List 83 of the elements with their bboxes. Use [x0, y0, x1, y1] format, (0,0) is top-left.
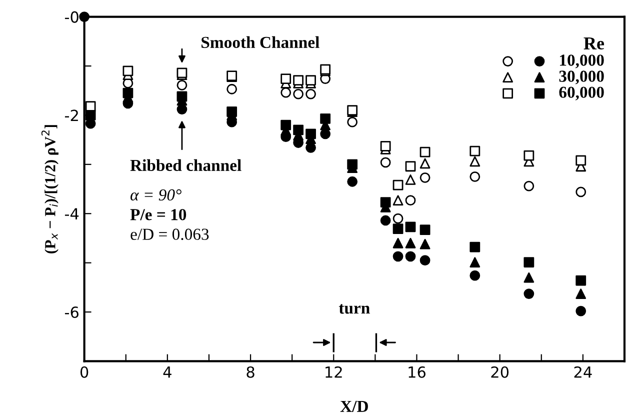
annotation: e/D = 0.063 — [130, 228, 209, 240]
annotation: α = 90° — [130, 189, 182, 201]
annotation: Ribbed channel — [130, 159, 242, 172]
point — [470, 156, 480, 167]
point — [405, 238, 416, 248]
point — [420, 146, 430, 158]
point — [306, 88, 316, 100]
point — [380, 141, 391, 152]
point — [392, 224, 404, 234]
point — [470, 146, 480, 156]
point — [470, 172, 480, 182]
y-tick-label: -6 — [64, 306, 78, 318]
point — [392, 251, 404, 262]
point — [576, 306, 586, 316]
point — [524, 272, 534, 283]
point — [176, 91, 188, 102]
y-tick-label: -2 — [64, 110, 78, 122]
point — [524, 180, 534, 192]
legend-title: Re — [584, 38, 604, 50]
point — [293, 88, 304, 100]
annotation: Smooth Channel — [202, 36, 320, 48]
point — [392, 195, 404, 206]
point — [176, 104, 188, 114]
point — [470, 242, 480, 252]
x-axis-title: X/D — [340, 400, 368, 412]
point — [405, 161, 416, 172]
point — [524, 288, 534, 299]
annotation: P/e = 10 — [130, 208, 186, 220]
point — [380, 215, 391, 226]
point — [470, 270, 480, 281]
point — [306, 75, 316, 86]
point — [122, 88, 134, 98]
point — [380, 197, 391, 208]
point — [420, 224, 430, 236]
point — [405, 174, 416, 185]
x-tick-label: 16 — [408, 366, 426, 378]
point — [420, 255, 430, 266]
legend-label: 30,000 — [559, 70, 604, 84]
point — [524, 257, 534, 268]
point — [347, 176, 358, 187]
point — [405, 251, 416, 262]
point — [85, 110, 96, 120]
point — [320, 128, 331, 140]
point — [576, 186, 586, 198]
x-tick-label: 0 — [80, 366, 88, 378]
x-tick-label: 20 — [491, 366, 509, 378]
y-tick-label: -4 — [64, 208, 79, 220]
point — [347, 116, 358, 128]
point — [380, 157, 391, 168]
point — [392, 238, 404, 248]
point — [576, 275, 586, 286]
point — [392, 213, 404, 224]
point — [392, 180, 404, 190]
point — [470, 257, 480, 268]
point — [420, 172, 430, 183]
point — [226, 106, 238, 117]
x-tick-label: 4 — [163, 366, 172, 378]
point — [420, 238, 430, 250]
point — [293, 124, 304, 136]
point — [176, 80, 188, 90]
point — [122, 66, 134, 76]
point — [226, 84, 238, 94]
y-axis-title: (P$_{x}$ − P$_{i}$)/[(1/2) ρV$^{2}$] — [41, 125, 58, 254]
point — [280, 74, 292, 84]
legend-label: 10,000 — [560, 54, 604, 68]
point — [79, 12, 90, 22]
point — [524, 150, 534, 161]
x-tick-label: 24 — [574, 366, 592, 378]
point — [576, 288, 586, 299]
y-tick-label: -0 — [64, 11, 78, 23]
x-tick-label: 12 — [326, 366, 342, 378]
legend-label: 60,000 — [559, 86, 604, 100]
annotation: turn — [338, 304, 370, 314]
point — [347, 159, 358, 170]
point — [405, 222, 416, 232]
point — [306, 128, 316, 140]
x-tick-label: 8 — [246, 366, 254, 378]
point — [576, 155, 586, 166]
point — [420, 158, 430, 169]
point — [405, 195, 416, 206]
point — [293, 75, 304, 86]
point — [320, 113, 331, 124]
point — [280, 120, 292, 130]
